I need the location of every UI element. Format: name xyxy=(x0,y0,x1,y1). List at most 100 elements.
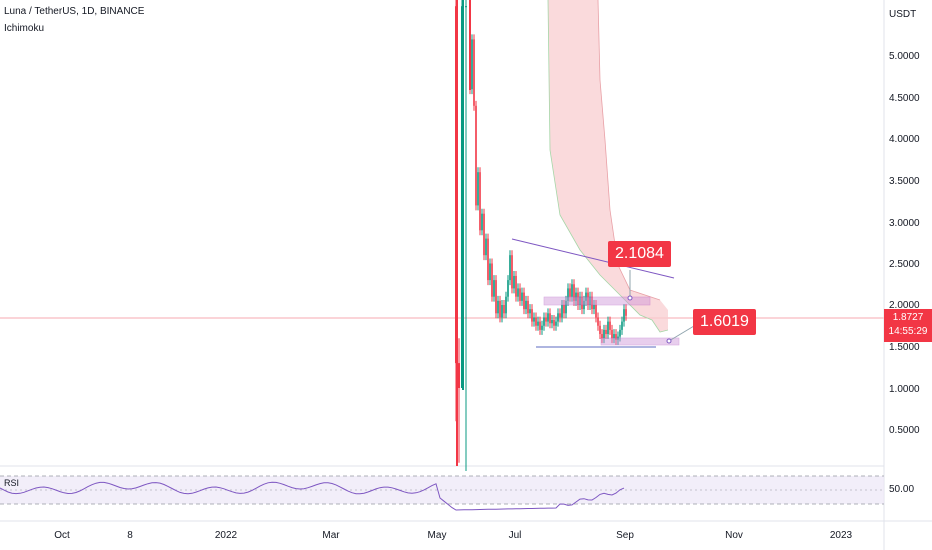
candle-body xyxy=(543,317,545,326)
price-tick: 0.5000 xyxy=(889,425,920,436)
candle-body xyxy=(513,275,515,289)
candle-body xyxy=(591,296,593,310)
candle-body xyxy=(549,313,551,324)
candle-body xyxy=(547,313,549,322)
candle-body xyxy=(501,305,503,318)
indicator-label[interactable]: Ichimoku xyxy=(4,23,45,34)
price-tick: 2.0000 xyxy=(889,300,920,311)
candle-body xyxy=(479,172,481,231)
candle-body xyxy=(597,317,599,326)
candle-body xyxy=(595,305,597,318)
candle-body xyxy=(529,309,531,314)
support-zone xyxy=(600,337,680,346)
candle-body xyxy=(573,284,575,301)
candle-body xyxy=(539,321,541,330)
candle-body xyxy=(571,284,573,297)
candle-body xyxy=(583,300,585,310)
time-tick: 2023 xyxy=(829,530,853,541)
candle-body xyxy=(593,305,595,310)
candle-body xyxy=(555,321,557,326)
candle-body xyxy=(487,238,489,281)
candle-body xyxy=(561,305,563,318)
price-tick: 4.5000 xyxy=(889,93,920,104)
candle-body xyxy=(577,292,579,305)
candle-body xyxy=(565,300,567,314)
candle-body xyxy=(471,39,473,90)
time-tick: Oct xyxy=(54,530,70,541)
descending-trendline xyxy=(511,238,675,279)
candle-body xyxy=(509,255,511,281)
candle-body xyxy=(465,6,467,8)
time-tick: Jul xyxy=(508,530,522,541)
candle-body xyxy=(581,296,583,310)
candle-body xyxy=(473,39,475,106)
candle-body xyxy=(587,292,589,305)
candle-body xyxy=(503,305,505,314)
candle-body xyxy=(617,336,619,340)
candle-body xyxy=(519,288,521,301)
candle-body xyxy=(559,313,561,318)
rsi-axis-value: 50.00 xyxy=(889,484,915,495)
candle-body xyxy=(609,321,611,330)
price-tick: 1.0000 xyxy=(889,384,920,395)
resistance-zone xyxy=(543,296,651,306)
candle-body xyxy=(483,213,485,256)
candle-body xyxy=(601,334,603,339)
candle-body xyxy=(517,288,519,297)
candle-body xyxy=(458,363,460,388)
cloud-lower-edge xyxy=(547,0,669,333)
time-tick: May xyxy=(427,530,447,541)
candle-body xyxy=(569,288,571,297)
time-tick: 8 xyxy=(127,530,133,541)
candle-body xyxy=(625,309,627,316)
candle-body xyxy=(525,300,527,310)
candle-body xyxy=(495,280,497,314)
candle-body xyxy=(523,292,525,310)
candle-body xyxy=(623,309,625,322)
bar-countdown: 14:55:29 xyxy=(888,326,928,337)
upper-level-callout[interactable]: 2.1084 xyxy=(608,241,671,267)
candle-body xyxy=(535,317,537,326)
lower-callout-anchor xyxy=(666,338,672,344)
rsi-label[interactable]: RSI xyxy=(4,478,20,488)
candle-body xyxy=(511,255,513,289)
candle-body xyxy=(613,334,615,339)
time-tick: Mar xyxy=(322,530,340,541)
candle-body xyxy=(553,319,555,326)
price-tick: 5.0000 xyxy=(889,51,920,62)
candle-body xyxy=(567,288,569,301)
candle-body xyxy=(551,319,553,324)
candle-body xyxy=(485,238,487,256)
current-price-value: 1.8727 xyxy=(892,312,924,323)
candle-body xyxy=(585,292,587,301)
upper-callout-anchor xyxy=(627,295,633,301)
candle-body xyxy=(537,321,539,326)
price-tick: 3.5000 xyxy=(889,176,920,187)
price-tick: 3.0000 xyxy=(889,218,920,229)
candle-body xyxy=(541,325,543,330)
candle-body xyxy=(557,313,559,322)
candle-body xyxy=(515,275,517,297)
current-price-badge: 1.8727 14:55:29 xyxy=(884,309,932,342)
candle-body xyxy=(563,305,565,314)
candle-body xyxy=(497,300,499,314)
candle-body xyxy=(499,300,501,318)
candle-body xyxy=(527,300,529,314)
candle-body xyxy=(507,280,509,297)
candle-body xyxy=(491,263,493,297)
lower-level-callout[interactable]: 1.6019 xyxy=(693,309,756,335)
currency-unit: USDT xyxy=(889,9,917,20)
price-tick: 4.0000 xyxy=(889,134,920,145)
candle-body xyxy=(481,213,483,231)
price-tick: 1.5000 xyxy=(889,342,920,353)
candle-body xyxy=(493,280,495,297)
candles-group xyxy=(455,0,627,471)
time-tick: Sep xyxy=(616,530,634,541)
ichimoku-cloud xyxy=(548,0,668,332)
candle-body xyxy=(575,292,577,301)
candle-body xyxy=(475,105,477,206)
candle-body xyxy=(489,263,491,281)
candle-body xyxy=(579,296,581,305)
candle-body xyxy=(599,325,601,335)
